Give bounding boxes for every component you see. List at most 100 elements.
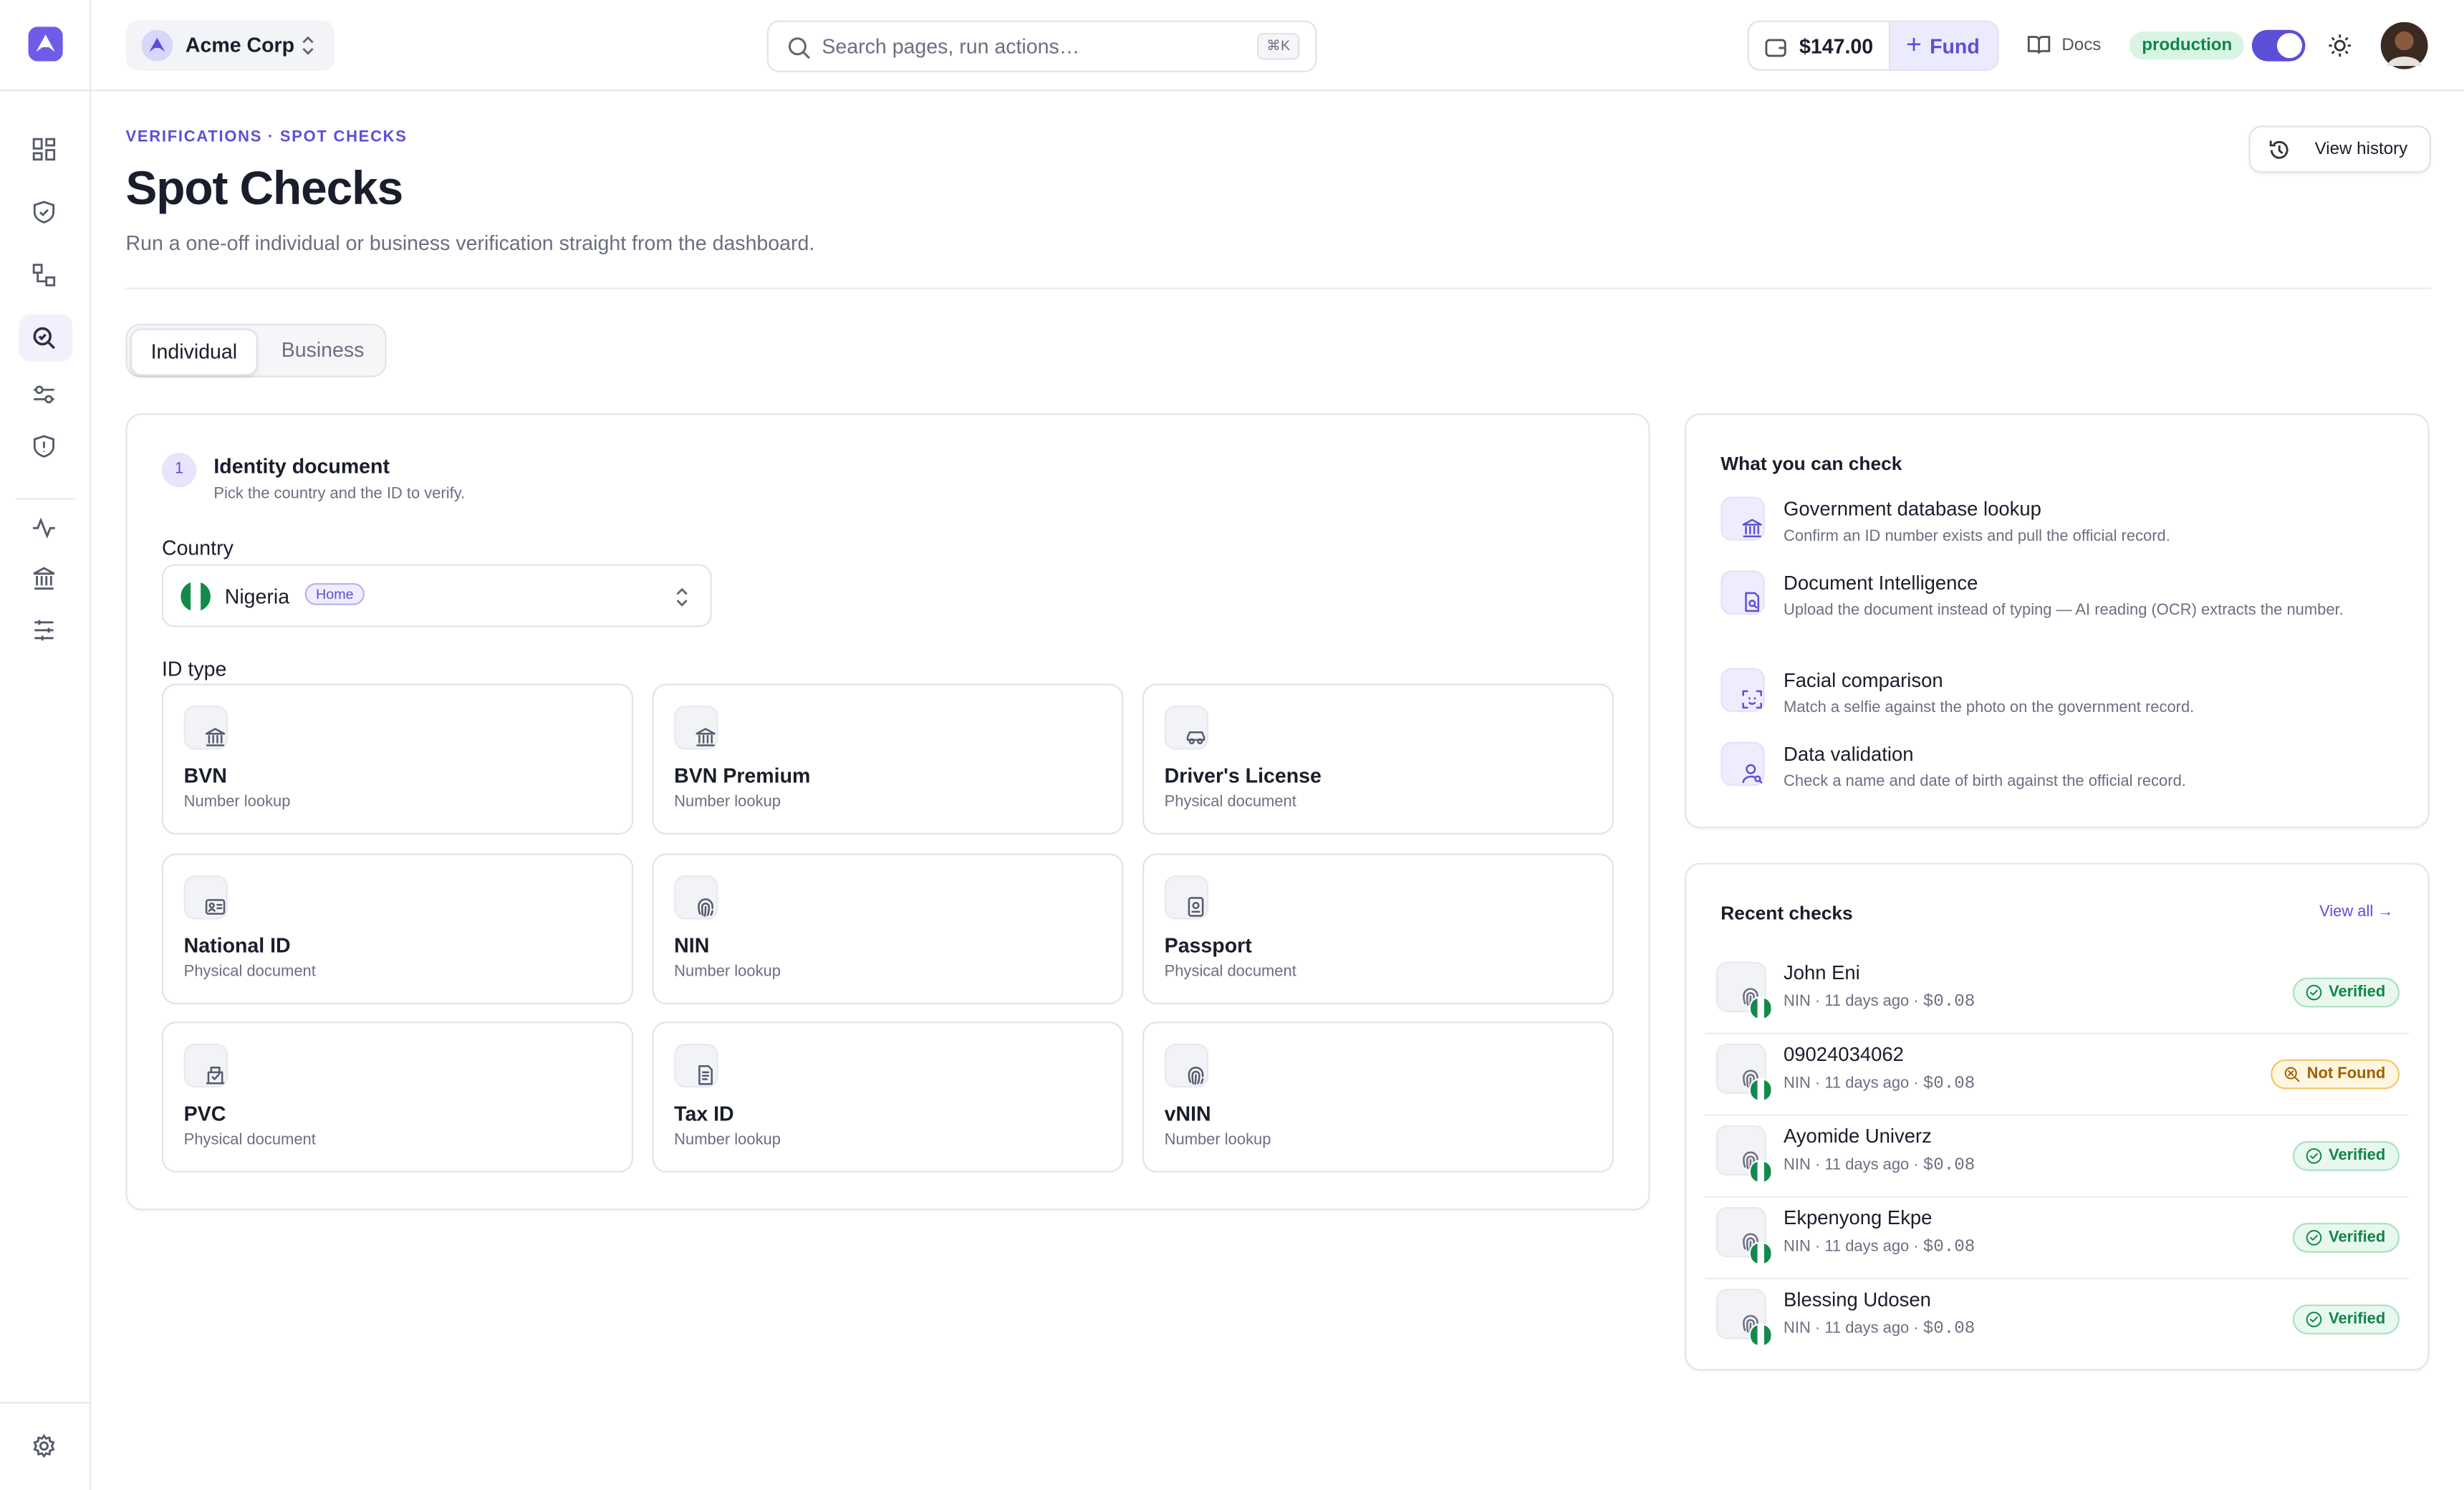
id-type-icon (1164, 875, 1209, 919)
form-card: 1 Identity document Pick the country and… (125, 413, 1650, 1211)
view-all-link[interactable]: View all → (2319, 903, 2394, 921)
nav-settings-sliders[interactable] (32, 617, 57, 643)
id-type-icon (183, 875, 228, 919)
check-details: NIN · 11 days ago · (1784, 1238, 1919, 1256)
nav-billing[interactable] (32, 566, 57, 591)
id-type-kind: Physical document (1164, 794, 1296, 812)
check-amount: $0.08 (1922, 1320, 1975, 1340)
id-type-icon (1164, 706, 1209, 750)
capability-title: Government database lookup (1784, 498, 2041, 521)
tabs: Individual Business (125, 323, 387, 378)
id-type-icon (1164, 1043, 1209, 1088)
nav-settings[interactable] (32, 1433, 57, 1458)
balance-widget: $147.00 + Fund (1747, 20, 1999, 71)
capability-title: Data validation (1784, 743, 1914, 766)
status-label: Not Found (2306, 1065, 2386, 1083)
org-switcher[interactable]: Acme Corp (125, 20, 335, 71)
nav-workflows[interactable] (32, 262, 57, 287)
id-type-name: BVN (183, 764, 227, 788)
check-amount: $0.08 (1922, 1156, 1975, 1176)
theme-toggle[interactable] (2327, 33, 2352, 58)
avatar[interactable] (2380, 21, 2428, 69)
id-type-card[interactable]: Driver's License Physical document (1142, 683, 1614, 835)
nav-verifications[interactable] (32, 200, 57, 225)
id-type-card[interactable]: Tax ID Number lookup (652, 1022, 1124, 1173)
id-type-name: Tax ID (674, 1102, 734, 1125)
row-divider (1705, 1196, 2410, 1198)
capability-icon (1721, 496, 1765, 541)
id-type-kind: Number lookup (183, 794, 291, 812)
check-meta: NIN · 11 days ago · $0.08 (1784, 1320, 1975, 1339)
check-name: John Eni (1784, 961, 1860, 984)
id-type-card[interactable]: BVN Premium Number lookup (652, 683, 1124, 835)
capability-title: Facial comparison (1784, 669, 1943, 692)
id-type-card[interactable]: vNIN Number lookup (1142, 1022, 1614, 1173)
id-type-card[interactable]: PVC Physical document (161, 1022, 634, 1173)
recent-row[interactable]: Ayomide Univerz NIN · 11 days ago · $0.08… (1686, 1116, 2428, 1196)
icon (2305, 984, 2322, 1001)
capabilities-card: What you can check Government database l… (1684, 413, 2430, 829)
capability-icon (1721, 570, 1765, 615)
recent-row[interactable]: John Eni NIN · 11 days ago · $0.08 Verifie… (1686, 953, 2428, 1033)
check-meta: NIN · 11 days ago · $0.08 (1784, 994, 1975, 1012)
id-type-card[interactable]: BVN Number lookup (161, 683, 634, 835)
flag (1748, 1160, 1773, 1184)
check-name: Ekpenyong Ekpe (1784, 1207, 1933, 1229)
id-type-icon (674, 875, 718, 919)
status-badge: Verified (2292, 1304, 2400, 1335)
nav-spot-checks[interactable] (32, 325, 57, 350)
docs-label: Docs (2061, 36, 2102, 55)
status-badge: Verified (2292, 977, 2400, 1008)
id-type-name: vNIN (1164, 1102, 1211, 1125)
icon (2305, 1229, 2322, 1246)
capabilities-title: What you can check (1721, 452, 1902, 475)
id-type-kind: Number lookup (674, 1131, 781, 1149)
capability-description: Check a name and date of birth against t… (1784, 773, 2186, 791)
fund-label: Fund (1930, 34, 1980, 59)
check-details: NIN · 11 days ago · (1784, 993, 1919, 1011)
id-type-card[interactable]: National ID Physical document (161, 852, 634, 1004)
tab[interactable]: Individual (130, 328, 258, 376)
country-badge: Home (304, 583, 365, 605)
id-type-icon (183, 1043, 228, 1088)
recent-row[interactable]: Blessing Udosen NIN · 11 days ago · $0.08… (1686, 1279, 2428, 1360)
view-history-button[interactable]: View history (2248, 125, 2431, 173)
search[interactable]: Search pages, run actions… ⌘K (766, 20, 1317, 72)
id-type-label: ID type (161, 657, 227, 681)
breadcrumb: VERIFICATIONS · SPOT CHECKS (125, 128, 408, 147)
row-divider (1705, 1114, 2410, 1116)
recent-row[interactable]: Ekpenyong Ekpe NIN · 11 days ago · $0.08 V… (1686, 1198, 2428, 1278)
fund-button[interactable]: + Fund (1889, 21, 1998, 69)
country-select[interactable]: Nigeria Home (161, 564, 712, 628)
icon (2305, 1311, 2322, 1328)
id-type-icon (674, 706, 718, 750)
id-type-kind: Physical document (183, 962, 316, 981)
nav-rules[interactable] (32, 382, 57, 407)
row-divider (1705, 1032, 2410, 1034)
id-type-name: NIN (674, 933, 710, 957)
status-label: Verified (2329, 984, 2386, 1001)
check-meta: NIN · 11 days ago · $0.08 (1784, 1157, 1975, 1176)
page-subtitle: Run a one-off individual or business ver… (125, 231, 815, 255)
step-title: Identity document (213, 454, 390, 479)
id-type-name: Passport (1164, 933, 1252, 957)
sidebar (0, 0, 92, 1490)
environment-toggle[interactable] (2251, 29, 2306, 62)
id-type-card[interactable]: NIN Number lookup (652, 852, 1124, 1004)
nav-dashboard[interactable] (32, 137, 57, 162)
status-badge: Not Found (2271, 1059, 2400, 1090)
check-amount: $0.08 (1922, 993, 1975, 1012)
nav-security[interactable] (32, 434, 57, 459)
country-label: Country (161, 536, 234, 560)
status-badge: Verified (2292, 1223, 2400, 1253)
icon (2305, 1148, 2322, 1165)
nav-activity[interactable] (32, 516, 57, 541)
status-label: Verified (2329, 1229, 2386, 1246)
id-type-name: BVN Premium (674, 764, 811, 788)
id-type-card[interactable]: Passport Physical document (1142, 852, 1614, 1004)
view-all-label: View all (2319, 903, 2374, 921)
recent-row[interactable]: 09024034062 NIN · 11 days ago · $0.08 Not … (1686, 1034, 2428, 1115)
tab[interactable]: Business (281, 337, 365, 362)
check-meta: NIN · 11 days ago · $0.08 (1784, 1075, 1975, 1094)
